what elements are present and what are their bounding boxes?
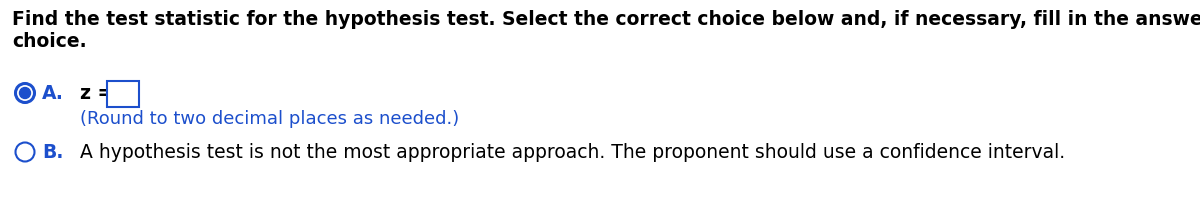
- Text: z =: z =: [80, 84, 113, 103]
- Text: A hypothesis test is not the most appropriate approach. The proponent should use: A hypothesis test is not the most approp…: [80, 143, 1066, 162]
- Text: Find the test statistic for the hypothesis test. Select the correct choice below: Find the test statistic for the hypothes…: [12, 10, 1200, 29]
- Text: A.: A.: [42, 84, 64, 103]
- Circle shape: [19, 87, 30, 99]
- Circle shape: [16, 143, 35, 161]
- Text: (Round to two decimal places as needed.): (Round to two decimal places as needed.): [80, 110, 460, 128]
- Text: B.: B.: [42, 143, 64, 162]
- FancyBboxPatch shape: [107, 81, 139, 107]
- Circle shape: [16, 84, 35, 102]
- Text: choice.: choice.: [12, 32, 86, 51]
